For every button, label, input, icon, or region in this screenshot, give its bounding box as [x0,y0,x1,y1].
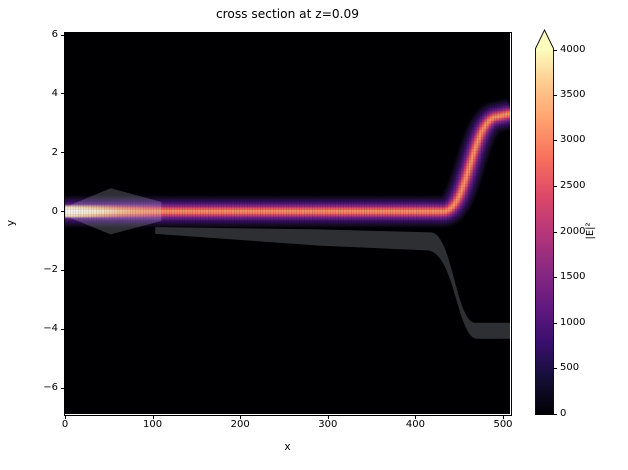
colorbar [534,29,554,415]
colorbar-tick-label: 0 [560,407,567,419]
colorbar-tick-mark [553,186,557,187]
colorbar-tick-mark [553,277,557,278]
x-tick-mark [327,414,329,419]
plot-title: cross section at z=0.09 [215,7,360,21]
colorbar-tick-mark [553,140,557,142]
colorbar-axis-label: |E|² [585,222,596,240]
colorbar-gradient [535,48,553,415]
x-tick-label: 200 [230,419,250,430]
heatmap-svg [59,33,515,414]
y-tick-mark [60,269,65,271]
y-axis-label: y [5,219,17,227]
coupler-waveguide-shape [155,227,511,339]
colorbar-outline [534,29,554,415]
colorbar-tick-label: 2000 [560,225,586,237]
x-axis-label: x [284,441,291,453]
x-tick-mark [65,414,66,419]
input-taper-shape [70,188,162,235]
y-tick-mark [60,34,65,36]
x-tick-label: 0 [61,419,69,430]
y-tick-mark [60,328,65,330]
colorbar-tick-mark [553,368,557,369]
y-tick-label: −4 [43,323,58,335]
y-tick-label: 0 [51,205,58,217]
y-tick-mark [60,152,65,154]
x-tick-mark [415,414,417,419]
x-tick-label: 400 [405,419,425,430]
x-tick-label: 100 [143,419,163,430]
colorbar-tick-label: 4000 [560,43,586,55]
y-tick-label: −6 [43,382,58,394]
x-tick-label: 300 [318,419,338,430]
y-tick-label: 4 [51,87,58,99]
y-tick-mark [60,93,65,95]
colorbar-tick-label: 3500 [560,89,586,100]
structure-overlay [70,188,511,339]
colorbar-tick-label: 1500 [560,271,586,282]
colorbar-tick-label: 2500 [560,180,586,191]
colorbar-tick-mark [553,413,557,415]
x-tick-mark [240,414,242,419]
plot-area [59,33,515,414]
colorbar-tick-mark [553,322,557,324]
y-tick-label: 2 [51,146,58,158]
colorbar-tick-mark [553,49,557,51]
mesh-striations [65,33,510,414]
x-tick-mark [152,414,154,419]
x-tick-mark [503,414,504,419]
y-tick-label: 6 [51,29,58,40]
x-tick-label: 500 [493,419,513,430]
y-tick-label: −2 [43,264,58,276]
colorbar-tick-label: 500 [560,362,580,373]
colorbar-tick-label: 1000 [560,316,586,328]
colorbar-tick-label: 3000 [560,134,586,146]
y-tick-mark [60,211,65,213]
colorbar-tick-mark [553,231,557,233]
colorbar-tick-mark [553,95,557,96]
y-tick-mark [60,387,65,389]
colorbar-extend-arrow [535,30,553,49]
